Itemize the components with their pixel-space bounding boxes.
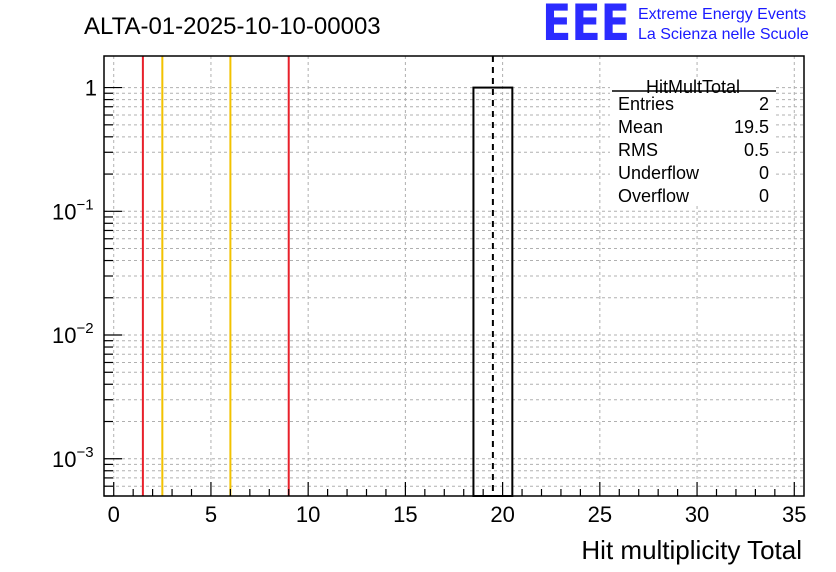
stats-box-background [610, 80, 776, 206]
marker-lines [141, 56, 494, 496]
stats-value: 0 [759, 163, 769, 183]
y-tick-label: 1 [85, 76, 97, 101]
chart-title: ALTA-01-2025-10-10-00003 [84, 13, 381, 40]
stats-label: RMS [618, 140, 658, 160]
stats-label: Overflow [618, 186, 690, 206]
x-tick-label: 35 [782, 502, 806, 527]
x-axis-label: Hit multiplicity Total [581, 535, 802, 565]
y-tick-label: 10−2 [52, 320, 94, 348]
y-tick-labels: 1 10−1 10−2 10−3 [52, 76, 97, 472]
x-tick-label: 25 [588, 502, 612, 527]
grid [104, 56, 804, 497]
x-tick-label: 5 [205, 502, 217, 527]
x-tick-label: 20 [490, 502, 514, 527]
x-tick-labels: 0 5 10 15 20 25 30 35 [108, 502, 807, 527]
stats-value: 0 [759, 186, 769, 206]
stats-label: Mean [618, 117, 663, 137]
logo-line1: Extreme Energy Events [638, 6, 806, 23]
stats-label: Entries [618, 94, 674, 114]
stats-value: 0.5 [744, 140, 769, 160]
stats-box-title: HitMultTotal [646, 77, 740, 97]
axis-ticks [104, 86, 795, 497]
y-tick-label: 10−3 [52, 444, 94, 472]
stats-value: 19.5 [734, 117, 769, 137]
x-tick-label: 10 [296, 502, 320, 527]
x-tick-label: 0 [108, 502, 120, 527]
x-tick-label: 30 [685, 502, 709, 527]
logo-line2: La Scienza nelle Scuole [638, 26, 809, 43]
logo: EEE Extreme Energy Events La Scienza nel… [542, 0, 809, 52]
stats-value: 2 [759, 94, 769, 114]
y-tick-label: 10−1 [52, 196, 94, 224]
stats-box: HitMultTotal Entries 2 Mean 19.5 RMS 0.5 Under… [610, 77, 776, 206]
stats-label: Underflow [618, 163, 700, 183]
x-tick-label: 15 [393, 502, 417, 527]
logo-mark: EEE [542, 0, 630, 52]
